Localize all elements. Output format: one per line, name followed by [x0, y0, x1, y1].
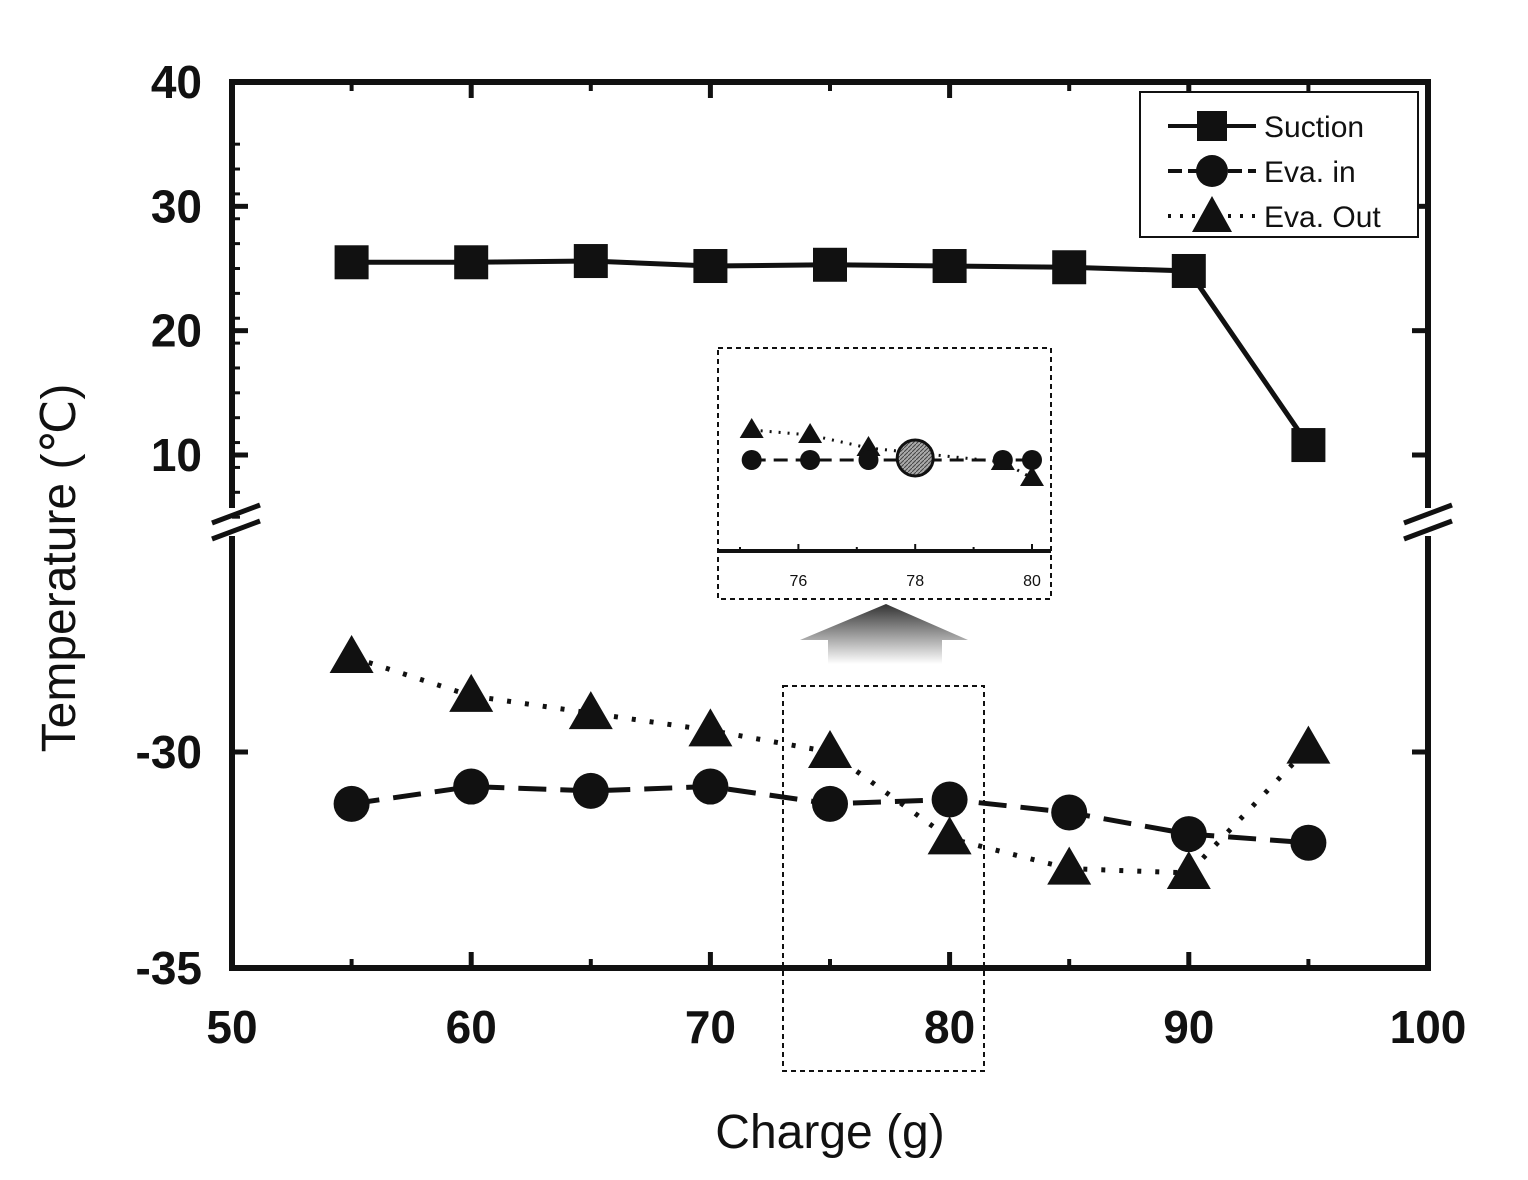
series-eva-out	[329, 634, 1331, 889]
data-point-square	[932, 249, 967, 284]
series-suction	[334, 244, 1326, 463]
inset-tick-label: 80	[1023, 573, 1041, 590]
x-tick-label: 70	[685, 1001, 736, 1053]
y-tick-label: 40	[151, 56, 202, 108]
legend-label-eva-in: Eva. in	[1264, 156, 1356, 189]
series-eva-in	[333, 768, 1327, 861]
zoom-arrow	[800, 604, 968, 664]
legend-entry-eva-in: Eva. in	[1168, 155, 1356, 189]
y-tick-label: 20	[151, 305, 202, 357]
axis-ticks	[229, 79, 1431, 971]
legend-marker-circle	[1196, 155, 1228, 187]
legend-marker-square	[1197, 111, 1227, 141]
axis-tick-labels: 50 60 70 80 90 100 10 20 30 40 -35 -30	[136, 56, 1467, 1053]
inset-point-circle	[1022, 450, 1042, 470]
data-point-square	[1052, 250, 1087, 285]
data-point-triangle	[688, 708, 733, 747]
legend-entry-suction: Suction	[1168, 111, 1364, 144]
data-point-triangle	[449, 673, 494, 712]
data-point-triangle	[329, 634, 374, 673]
data-point-square	[334, 245, 369, 280]
axis-break-right	[1403, 502, 1453, 542]
inset-point-circle	[741, 450, 762, 470]
data-point-circle	[453, 768, 490, 805]
x-tick-label: 50	[206, 1001, 257, 1053]
data-point-square	[1291, 428, 1326, 463]
y-tick-label: 10	[151, 429, 202, 481]
inset-point-circle	[800, 450, 821, 470]
data-point-circle	[1290, 824, 1327, 861]
zoom-region-box	[782, 685, 985, 1072]
axis-break-left	[211, 502, 261, 542]
inset-point-circle	[858, 450, 879, 470]
inset-point-triangle	[1020, 466, 1044, 486]
inset-point-triangle	[798, 423, 823, 443]
data-point-circle	[333, 785, 370, 822]
inset-ticks: 76 78 80	[739, 544, 1041, 590]
data-point-square	[1171, 253, 1206, 288]
data-point-square	[573, 244, 608, 279]
inset-point-triangle	[856, 436, 881, 456]
y-tick-label: -30	[136, 726, 202, 778]
y-axis-title: Temperature (℃)	[33, 384, 86, 753]
legend-label-suction: Suction	[1264, 111, 1364, 144]
data-point-triangle	[808, 730, 852, 768]
legend-marker-triangle	[1192, 196, 1232, 232]
series-layer	[329, 244, 1331, 889]
data-point-square	[693, 249, 728, 284]
inset-point-circle	[992, 450, 1013, 470]
data-point-circle	[1051, 794, 1088, 831]
x-tick-label: 100	[1390, 1001, 1467, 1053]
inset-point-triangle	[739, 418, 764, 438]
x-tick-label: 90	[1163, 1001, 1214, 1053]
inset-tick-label: 76	[790, 573, 808, 590]
inset-zoom: 76 78 80	[717, 347, 1052, 600]
data-point-circle	[692, 768, 729, 805]
data-point-square	[813, 247, 847, 282]
inset-frame	[717, 347, 1052, 600]
x-tick-label: 80	[924, 1001, 975, 1053]
y-tick-label: -35	[136, 942, 202, 994]
legend: Suction Eva. in Eva. Out	[1139, 91, 1419, 238]
data-point-circle	[812, 785, 848, 822]
legend-label-eva-out: Eva. Out	[1264, 201, 1381, 234]
data-point-triangle	[927, 816, 972, 855]
inset-highlight-point	[895, 438, 935, 478]
legend-entry-eva-out: Eva. Out	[1168, 196, 1381, 234]
inset-tick-label: 78	[906, 573, 924, 590]
inset-points	[739, 418, 1044, 486]
data-point-triangle	[1166, 850, 1211, 889]
data-point-triangle	[1286, 725, 1331, 764]
data-point-triangle	[1047, 846, 1092, 885]
x-tick-label: 60	[446, 1001, 497, 1053]
y-tick-label: 30	[151, 180, 202, 232]
data-point-circle	[572, 772, 609, 809]
x-axis-title: Charge (g)	[715, 1106, 944, 1159]
legend-box	[1139, 91, 1419, 238]
data-point-circle	[1170, 816, 1207, 853]
data-point-circle	[931, 781, 968, 818]
data-point-triangle	[568, 691, 613, 730]
data-point-square	[454, 245, 489, 280]
